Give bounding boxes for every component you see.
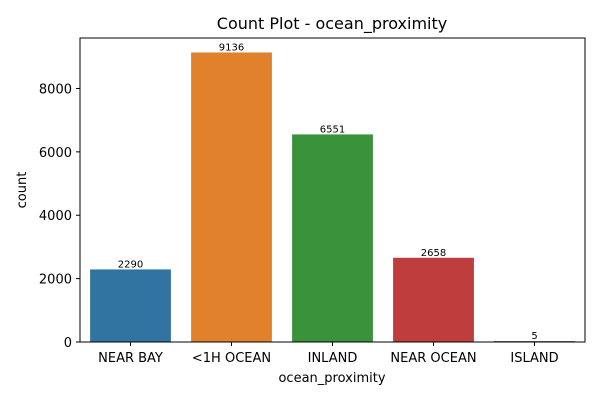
x-axis-ticks: NEAR BAY <1H OCEAN INLAND NEAR OCEAN ISLAND	[98, 342, 559, 366]
x-tick-label: ISLAND	[510, 351, 558, 366]
bars-group: 2290 9136 6551 2658 5	[90, 42, 575, 342]
x-tick-label: <1H OCEAN	[192, 351, 271, 366]
y-tick-label: 2000	[39, 273, 72, 288]
y-tick-label: 6000	[39, 146, 72, 161]
x-tick-label: NEAR OCEAN	[390, 351, 476, 366]
data-label: 6551	[320, 124, 345, 135]
y-axis-ticks: 0 2000 4000 6000 8000	[39, 82, 80, 351]
data-label: 5	[531, 331, 537, 342]
bar	[292, 134, 373, 342]
bar	[393, 257, 474, 342]
x-tick-label: INLAND	[308, 351, 358, 366]
data-label: 2658	[421, 248, 446, 259]
chart-title: Count Plot - ocean_proximity	[217, 14, 447, 34]
plot-frame	[79, 37, 586, 343]
bar	[191, 52, 272, 342]
data-label: 9136	[219, 42, 244, 53]
y-tick-label: 4000	[39, 209, 72, 224]
y-tick-label: 8000	[39, 82, 72, 97]
y-axis-label: count	[15, 172, 30, 209]
x-tick-label: NEAR BAY	[98, 351, 163, 366]
bar	[90, 269, 171, 342]
x-axis-label: ocean_proximity	[278, 371, 385, 386]
data-label: 2290	[118, 259, 143, 270]
y-tick-label: 0	[64, 336, 72, 351]
